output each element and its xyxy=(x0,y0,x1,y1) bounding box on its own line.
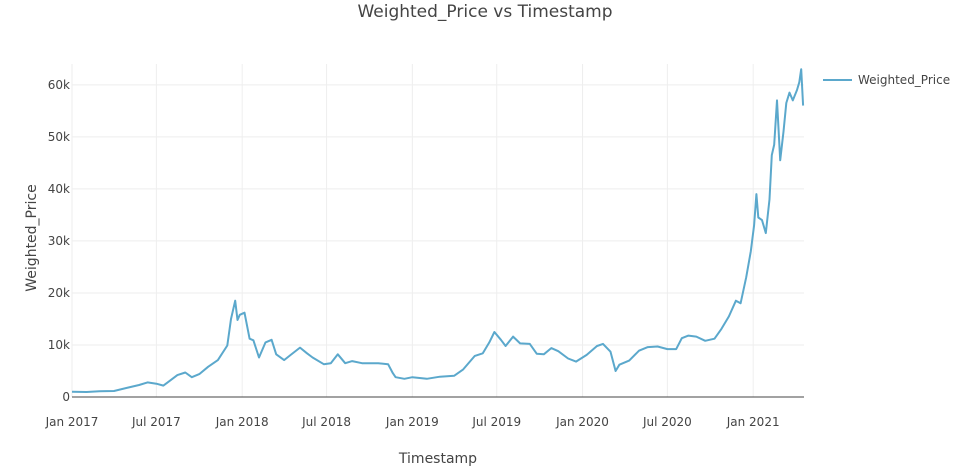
x-axis-title: Timestamp xyxy=(398,451,477,467)
weighted-price-line[interactable] xyxy=(71,68,805,393)
x-tick-label: Jan 2020 xyxy=(555,415,609,429)
x-tick-label: Jul 2018 xyxy=(301,415,351,429)
gridlines xyxy=(71,64,804,397)
y-axis-ticks: 0 10k 20k 30k 40k 50k 60k xyxy=(48,78,70,404)
x-tick-label: Jul 2019 xyxy=(471,415,521,429)
x-tick-label: Jan 2019 xyxy=(385,415,439,429)
x-tick-label: Jan 2021 xyxy=(726,415,780,429)
legend[interactable]: Weighted_Price xyxy=(823,73,950,87)
x-tick-label: Jul 2017 xyxy=(131,415,181,429)
y-tick-label: 20k xyxy=(48,286,70,300)
y-tick-label: 10k xyxy=(48,338,70,352)
y-tick-label: 40k xyxy=(48,182,70,196)
y-tick-label: 60k xyxy=(48,78,70,92)
y-tick-label: 50k xyxy=(48,130,70,144)
x-tick-label: Jan 2017 xyxy=(45,415,99,429)
y-tick-label: 30k xyxy=(48,234,70,248)
x-axis-ticks: Jan 2017 Jul 2017 Jan 2018 Jul 2018 Jan 2019… xyxy=(45,415,780,429)
y-axis-title: Weighted_Price xyxy=(24,184,40,291)
x-tick-label: Jul 2020 xyxy=(642,415,692,429)
legend-label-weighted-price: Weighted_Price xyxy=(858,73,950,87)
x-tick-label: Jan 2018 xyxy=(215,415,269,429)
chart-title: Weighted_Price vs Timestamp xyxy=(357,2,612,22)
y-tick-label: 0 xyxy=(62,390,70,404)
